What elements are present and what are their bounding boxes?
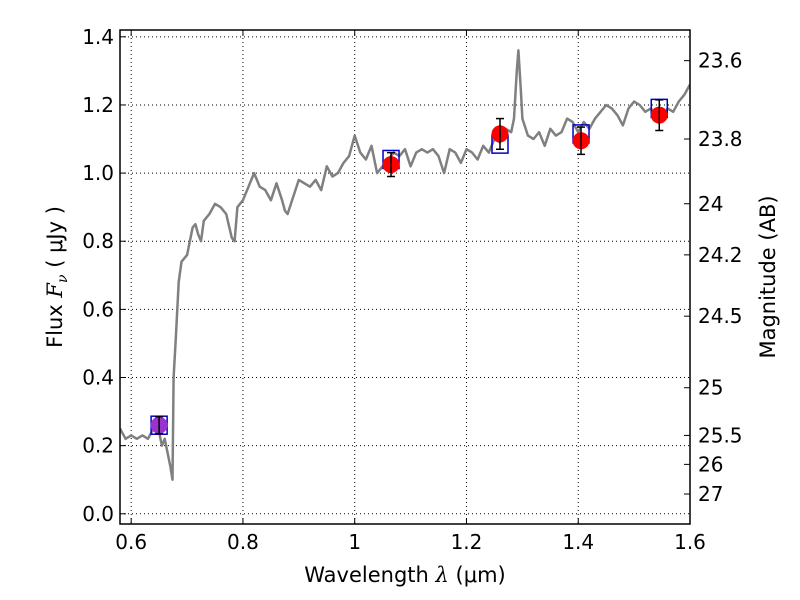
y-tick-label: 0.4 [82, 366, 114, 390]
x-tick-label: 1 [348, 530, 361, 554]
y2-axis-title: Magnitude (AB) [756, 195, 780, 358]
y-tick-label: 0.6 [82, 297, 114, 321]
ticks-layer: 0.6 0.8 1 1.2 1.4 1.6 0.0 0.2 0.4 0.6 0.8 1.0 1.2 1.4… [82, 25, 742, 554]
x-tick-label: 1.4 [562, 530, 594, 554]
y2-tick-label: 23.8 [698, 127, 743, 151]
grid [120, 30, 691, 524]
markers-layer [150, 98, 669, 435]
y-tick-label: 0.2 [82, 434, 114, 458]
plot-background [120, 30, 690, 524]
y2-tick-label: 24.2 [698, 243, 743, 267]
plot-frame [119, 29, 691, 525]
x-tick-label: 1.6 [674, 530, 706, 554]
y2-tick-label: 24 [698, 192, 723, 216]
y-tick-label: 1.2 [82, 93, 114, 117]
y2-tick-label: 27 [698, 482, 723, 506]
y2-tick-label: 23.6 [698, 49, 743, 73]
y-tick-label: 1.0 [82, 161, 114, 185]
y-axis-title: Flux Fν ( μJy ) [43, 206, 71, 348]
x-tick-label: 1.2 [451, 530, 483, 554]
y2-tick-label: 26 [698, 452, 723, 476]
y2-tick-label: 25.5 [698, 423, 743, 447]
x-tick-label: 0.8 [227, 530, 259, 554]
x-axis-title: Wavelength λ (μm) [304, 563, 505, 587]
y-tick-label: 0.8 [82, 229, 114, 253]
x-tick-label: 0.6 [115, 530, 147, 554]
y-tick-label: 0.0 [82, 502, 114, 526]
y2-tick-label: 25 [698, 376, 723, 400]
y2-tick-label: 24.5 [698, 304, 743, 328]
y-tick-label: 1.4 [82, 25, 114, 49]
